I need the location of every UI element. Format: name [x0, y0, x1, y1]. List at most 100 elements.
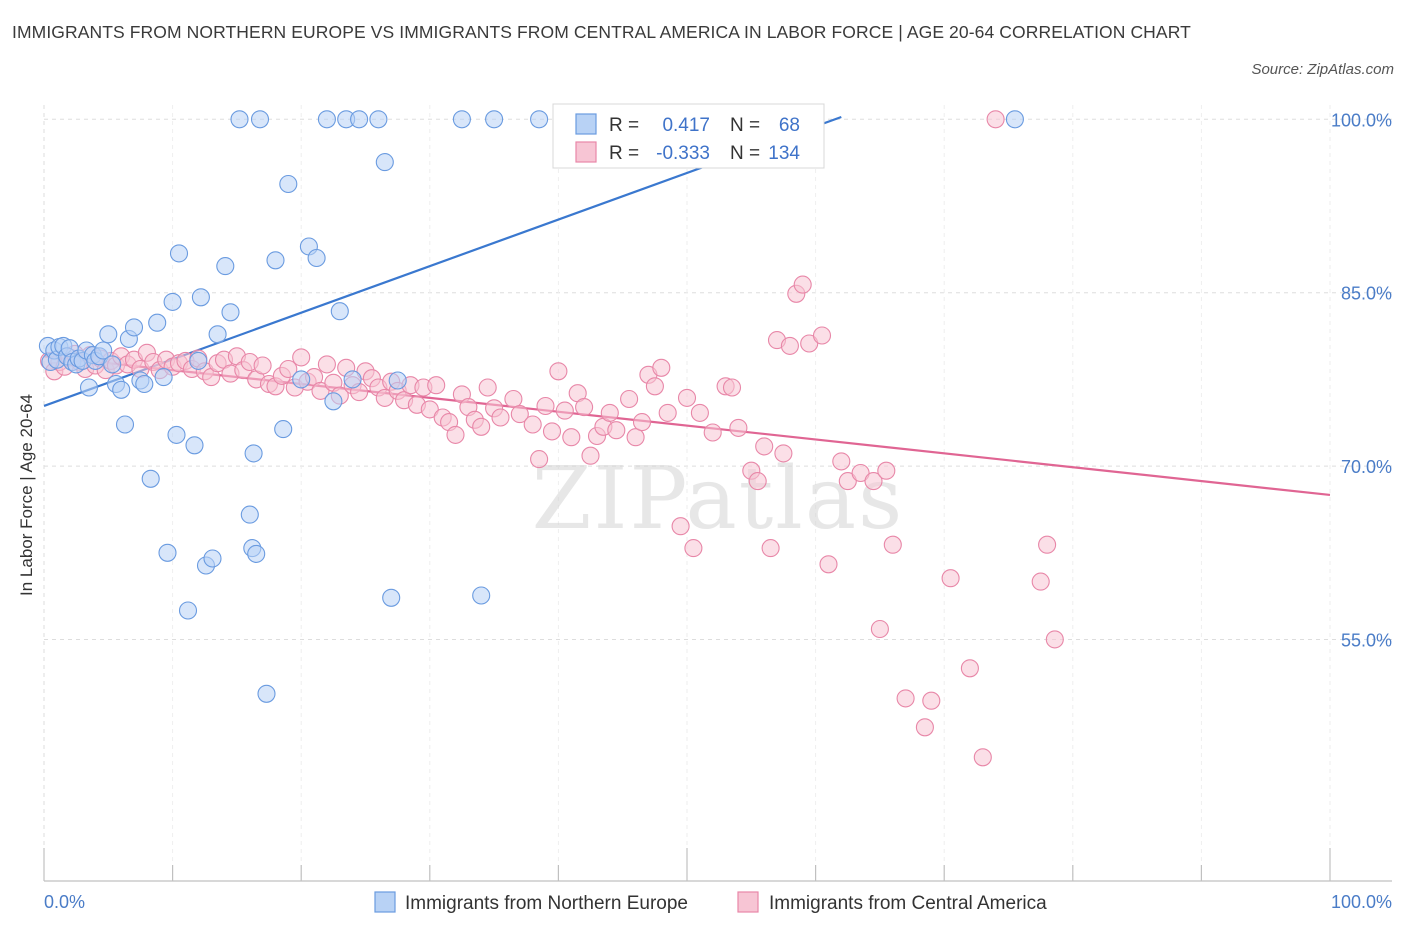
point-central — [279, 359, 298, 379]
point-north — [257, 684, 276, 703]
point-north — [250, 110, 270, 129]
point-central — [690, 403, 709, 422]
point-north — [240, 505, 259, 524]
point-north — [208, 325, 227, 344]
chart-title: IMMIGRANTS FROM NORTHERN EUROPE VS IMMIG… — [12, 22, 1191, 42]
point-central — [986, 110, 1005, 129]
point-north — [279, 174, 298, 194]
point-north — [452, 110, 471, 129]
point-north — [317, 110, 336, 129]
point-central — [575, 398, 594, 417]
point-north — [203, 549, 222, 568]
point-central — [851, 463, 870, 483]
point-central — [793, 275, 812, 294]
point-central — [510, 405, 529, 424]
point-north — [141, 469, 160, 488]
point-north — [274, 420, 293, 439]
point-central — [684, 539, 703, 558]
point-north — [135, 374, 154, 394]
point-north — [266, 251, 285, 270]
chart-source: Source: ZipAtlas.com — [1251, 61, 1394, 78]
point-central — [838, 472, 857, 491]
point-north — [79, 378, 99, 397]
point-north — [185, 436, 204, 455]
point-north — [472, 586, 491, 605]
point-central — [632, 413, 652, 432]
point-central — [581, 446, 600, 465]
point-central — [800, 334, 819, 353]
legend-n-label-central: N = — [730, 143, 760, 164]
point-central — [549, 362, 568, 381]
y-axis-label: In Labor Force | Age 20-64 — [17, 394, 36, 596]
point-central — [671, 517, 690, 536]
legend-r-label-north: R = — [609, 115, 639, 136]
point-north — [375, 153, 394, 172]
point-central — [523, 415, 542, 434]
legend-r-value-north: 0.417 — [662, 115, 710, 136]
point-north — [1005, 110, 1024, 129]
legend-swatch-central — [575, 141, 597, 163]
point-central — [729, 418, 748, 437]
point-central — [870, 619, 889, 639]
point-north — [148, 313, 167, 332]
point-central — [652, 358, 671, 377]
point-central — [896, 689, 915, 708]
point-north — [178, 601, 198, 620]
y-tick-label: 100.0% — [1331, 110, 1392, 130]
series-legend-label-central: Immigrants from Central America — [769, 893, 1047, 914]
point-north — [115, 415, 135, 434]
point-central — [864, 472, 883, 491]
point-central — [812, 326, 832, 345]
point-central — [1031, 572, 1050, 591]
point-central — [478, 378, 497, 397]
x-tick-label-max: 100.0% — [1331, 892, 1392, 912]
series-legend-swatch-north — [374, 891, 396, 913]
point-north — [485, 110, 504, 129]
point-central — [311, 381, 330, 400]
point-central — [555, 401, 574, 420]
legend-swatch-north — [575, 113, 597, 135]
point-north — [112, 380, 131, 399]
point-north — [350, 110, 369, 129]
point-central — [600, 403, 619, 422]
point-central — [542, 422, 562, 441]
point-central — [1045, 630, 1064, 649]
x-tick-label-min: 0.0% — [44, 892, 85, 912]
correlation-legend: R = 0.417 N = 68 R = -0.333 N = 134 — [552, 103, 825, 169]
point-central — [620, 389, 639, 409]
point-central — [645, 377, 664, 396]
point-central — [703, 423, 722, 442]
point-central — [960, 659, 979, 678]
point-north — [221, 303, 240, 322]
point-central — [1038, 535, 1057, 554]
data-points — [38, 110, 1064, 767]
point-north — [388, 371, 407, 390]
point-central — [446, 425, 465, 444]
legend-r-value-central: -0.333 — [656, 143, 710, 164]
grid-lines — [43, 105, 1392, 881]
point-north — [292, 370, 311, 389]
point-central — [819, 555, 838, 574]
y-tick-label: 70.0% — [1341, 457, 1392, 477]
series-legend-swatch-central — [737, 891, 759, 913]
point-central — [922, 691, 941, 710]
point-central — [626, 428, 645, 447]
point-north — [103, 355, 122, 374]
point-north — [382, 588, 401, 607]
point-north — [530, 110, 549, 129]
point-central — [755, 437, 774, 456]
point-north — [124, 318, 144, 337]
point-central — [420, 400, 439, 419]
point-north — [99, 325, 118, 344]
point-north — [189, 351, 208, 370]
series-legend: Immigrants from Northern Europe Immigran… — [374, 891, 1047, 914]
x-axis-ticks — [43, 848, 1331, 881]
point-central — [941, 569, 960, 588]
point-north — [154, 368, 173, 387]
legend-n-value-central: 134 — [768, 143, 800, 164]
point-north — [330, 302, 349, 321]
point-central — [677, 388, 697, 407]
legend-box — [552, 103, 825, 169]
point-central — [607, 421, 626, 440]
